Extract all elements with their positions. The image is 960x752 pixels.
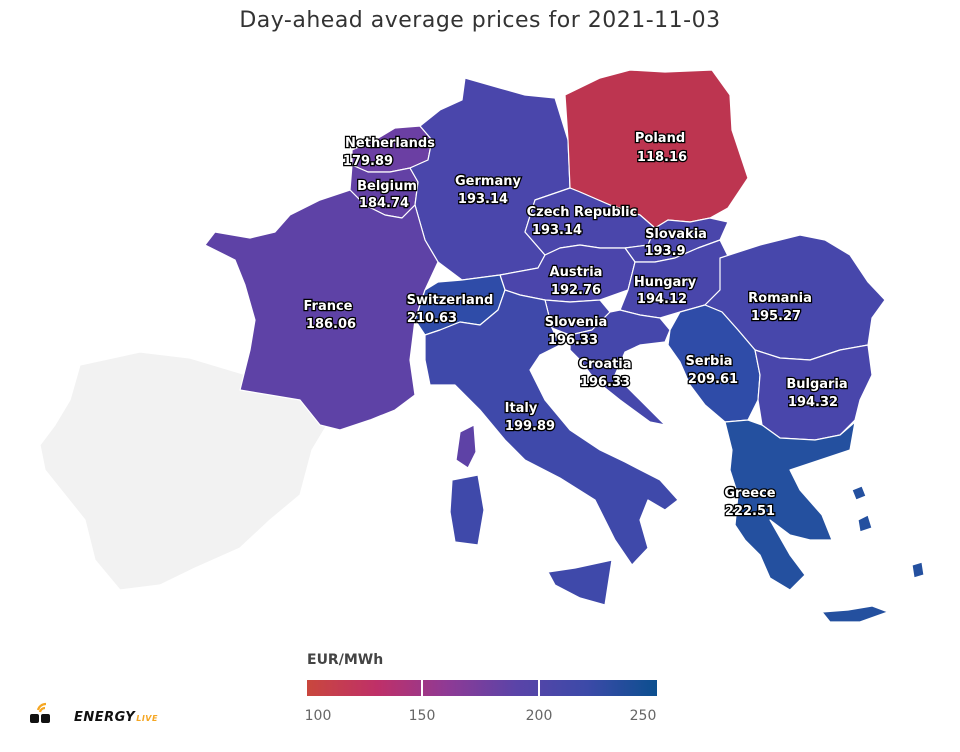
label-switzerland-value: 210.63 — [407, 311, 457, 326]
label-greece-value: 222.51 — [725, 504, 775, 519]
label-greece-name: Greece — [724, 486, 775, 501]
label-bulgaria-name: Bulgaria — [786, 377, 847, 392]
country-italy[interactable] — [424, 289, 679, 566]
label-italy-name: Italy — [505, 401, 538, 416]
label-switzerland-name: Switzerland — [407, 293, 494, 308]
legend-title: EUR/MWh — [307, 652, 384, 668]
label-netherlands-value: 179.89 — [343, 154, 393, 169]
label-serbia-value: 209.61 — [688, 372, 738, 387]
label-netherlands-name: Netherlands — [345, 136, 435, 151]
label-france-name: France — [303, 299, 352, 314]
label-slovenia-name: Slovenia — [545, 315, 608, 330]
island-sardinia[interactable] — [449, 474, 485, 546]
country-croatia[interactable] — [569, 309, 671, 426]
label-czech-value: 193.14 — [532, 223, 582, 238]
island-crete[interactable] — [821, 605, 889, 623]
label-slovakia-name: Slovakia — [645, 227, 707, 242]
label-bulgaria-value: 194.32 — [788, 395, 838, 410]
label-hungary-value: 194.12 — [637, 292, 687, 307]
island-corsica[interactable] — [455, 424, 477, 469]
label-croatia-value: 196.33 — [580, 375, 630, 390]
logo-text: ENERGYLIVE — [74, 710, 158, 725]
island-aegean[interactable] — [911, 561, 925, 579]
label-poland-name: Poland — [635, 131, 685, 146]
label-germany-value: 193.14 — [458, 192, 508, 207]
island-sicily[interactable] — [547, 559, 613, 606]
island-aegean[interactable] — [851, 485, 867, 501]
legend-tick-mark — [421, 680, 423, 696]
label-romania-value: 195.27 — [751, 309, 801, 324]
island-aegean[interactable] — [857, 514, 873, 533]
label-hungary-name: Hungary — [634, 275, 697, 290]
legend-tick-200: 200 — [525, 708, 553, 724]
label-france-value: 186.06 — [306, 317, 356, 332]
legend-tick-mark — [538, 680, 540, 696]
legend-tick-100: 100 — [304, 708, 332, 724]
legend-color-scale — [307, 680, 657, 696]
label-czech-name: Czech Republic — [527, 205, 638, 220]
label-austria-name: Austria — [550, 265, 603, 280]
country-greece[interactable] — [724, 419, 856, 591]
label-poland-value: 118.16 — [637, 150, 687, 165]
label-slovakia-value: 193.9 — [644, 244, 685, 259]
map-title: Day-ahead average prices for 2021-11-03 — [239, 8, 721, 33]
label-romania-name: Romania — [748, 291, 812, 306]
label-italy-value: 199.89 — [505, 419, 555, 434]
country-bulgaria[interactable] — [754, 344, 873, 441]
label-belgium-value: 184.74 — [359, 196, 409, 211]
label-slovenia-value: 196.33 — [548, 333, 598, 348]
label-croatia-name: Croatia — [578, 357, 631, 372]
label-austria-value: 192.76 — [551, 283, 601, 298]
energy-live-logo: ENERGYLIVE — [28, 700, 157, 730]
label-germany-name: Germany — [455, 174, 521, 189]
legend-tick-150: 150 — [408, 708, 436, 724]
signal-icon — [30, 702, 50, 723]
legend-tick-250: 250 — [629, 708, 657, 724]
label-serbia-name: Serbia — [685, 354, 732, 369]
label-belgium-name: Belgium — [357, 179, 417, 194]
country-france[interactable] — [204, 189, 439, 431]
